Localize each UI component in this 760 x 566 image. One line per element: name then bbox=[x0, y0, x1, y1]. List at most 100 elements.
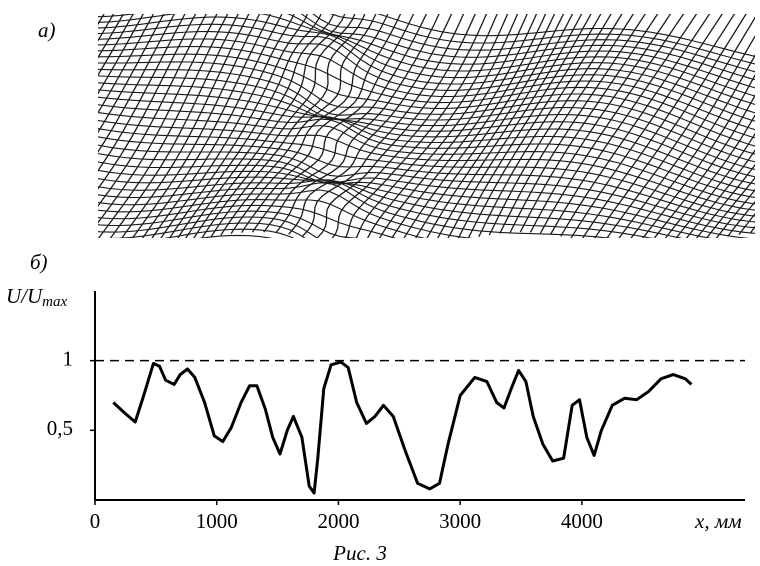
mesh-line bbox=[549, 14, 698, 235]
mesh-line bbox=[90, 255, 760, 348]
mesh-line bbox=[300, 14, 755, 81]
mesh-line bbox=[109, 14, 239, 238]
mesh-line bbox=[98, 119, 755, 211]
mesh-line bbox=[198, 234, 273, 238]
mesh-line bbox=[98, 176, 683, 238]
mesh-line bbox=[618, 34, 755, 238]
mesh-line bbox=[98, 14, 755, 97]
mesh-line bbox=[98, 14, 124, 59]
mesh-line bbox=[499, 14, 635, 234]
mesh-line bbox=[90, 284, 760, 382]
panel-label: а) bbox=[38, 18, 56, 42]
mesh-line bbox=[316, 14, 476, 238]
mesh-line bbox=[90, 269, 760, 365]
mesh-line bbox=[98, 210, 361, 238]
mesh-line bbox=[331, 14, 488, 238]
mesh-line bbox=[90, 242, 760, 332]
mesh-line bbox=[163, 228, 295, 238]
mesh-line bbox=[98, 89, 755, 185]
mesh-line bbox=[90, 276, 760, 373]
x-tick-label: 4000 bbox=[561, 509, 603, 533]
mesh-line bbox=[177, 14, 322, 238]
panel-label: б) bbox=[30, 250, 48, 274]
mesh-line bbox=[98, 96, 755, 192]
mesh-line bbox=[98, 136, 755, 223]
y-tick-label: 1 bbox=[63, 346, 74, 370]
x-tick-label: 0 bbox=[90, 509, 101, 533]
y-tick-label: 0,5 bbox=[47, 416, 73, 440]
mesh-line bbox=[90, 248, 760, 340]
mesh-line bbox=[403, 14, 547, 238]
mesh-line bbox=[90, 262, 760, 357]
x-tick-label: 1000 bbox=[196, 509, 238, 533]
mesh-line bbox=[98, 38, 755, 131]
mesh-line bbox=[560, 14, 711, 237]
mesh-line bbox=[98, 189, 474, 238]
mesh-line bbox=[98, 144, 755, 229]
x-axis-label: x, мм bbox=[694, 509, 742, 533]
mesh-line bbox=[98, 169, 712, 238]
mesh-line bbox=[98, 14, 755, 89]
mesh-line bbox=[98, 45, 755, 139]
y-axis-label: U/Umax bbox=[6, 284, 68, 311]
wireframe-surface bbox=[0, 0, 760, 382]
mesh-line bbox=[653, 94, 755, 238]
mesh-line bbox=[98, 104, 755, 199]
mesh-line bbox=[98, 14, 144, 95]
mesh-line bbox=[457, 14, 592, 238]
data-line bbox=[112, 360, 693, 495]
mesh-line bbox=[98, 111, 755, 205]
mesh-line bbox=[415, 14, 556, 238]
mesh-line bbox=[0, 0, 113, 242]
mesh-line bbox=[98, 61, 755, 155]
mesh-line bbox=[488, 14, 623, 236]
x-tick-label: 3000 bbox=[439, 509, 481, 533]
mesh-line bbox=[749, 225, 755, 234]
mesh-line bbox=[695, 163, 755, 238]
mesh-line bbox=[675, 132, 755, 238]
mesh-line bbox=[98, 127, 755, 217]
mesh-line bbox=[330, 14, 755, 65]
mesh-line bbox=[355, 14, 509, 238]
mesh-line bbox=[98, 179, 653, 238]
mesh-line bbox=[98, 16, 755, 106]
mesh-line bbox=[98, 14, 218, 224]
mesh-line bbox=[570, 14, 723, 238]
mesh-line bbox=[98, 204, 397, 238]
mesh-line bbox=[98, 161, 750, 238]
mesh-line bbox=[98, 182, 613, 238]
mesh-line bbox=[664, 114, 755, 238]
mesh-line bbox=[98, 216, 319, 238]
mesh-line bbox=[98, 53, 755, 147]
mesh-line bbox=[98, 14, 155, 114]
mesh-line bbox=[98, 68, 755, 163]
mesh-line bbox=[344, 14, 498, 238]
x-tick-label: 2000 bbox=[317, 509, 359, 533]
mesh-line bbox=[705, 176, 755, 238]
mesh-line bbox=[509, 14, 646, 233]
mesh-line bbox=[98, 14, 186, 172]
mesh-line bbox=[630, 54, 755, 238]
mesh-line bbox=[685, 149, 755, 238]
mesh-line bbox=[151, 14, 283, 238]
mesh-line bbox=[715, 188, 755, 238]
mesh-line bbox=[98, 14, 115, 42]
mesh-line bbox=[312, 14, 755, 73]
mesh-line bbox=[98, 82, 755, 178]
mesh-line bbox=[594, 14, 747, 238]
mesh-line bbox=[376, 14, 755, 57]
mesh-line bbox=[98, 31, 755, 122]
mesh-line bbox=[447, 14, 583, 238]
mesh-line bbox=[98, 14, 207, 208]
mesh-line bbox=[0, 0, 70, 248]
mesh-line bbox=[98, 23, 755, 114]
mesh-line bbox=[98, 75, 755, 171]
mesh-line bbox=[201, 14, 356, 238]
mesh-line bbox=[98, 152, 755, 234]
mesh-line bbox=[98, 14, 134, 77]
mesh-line bbox=[98, 14, 176, 153]
mesh-line bbox=[98, 222, 306, 238]
mesh-line bbox=[426, 14, 565, 238]
mesh-line bbox=[98, 199, 426, 238]
